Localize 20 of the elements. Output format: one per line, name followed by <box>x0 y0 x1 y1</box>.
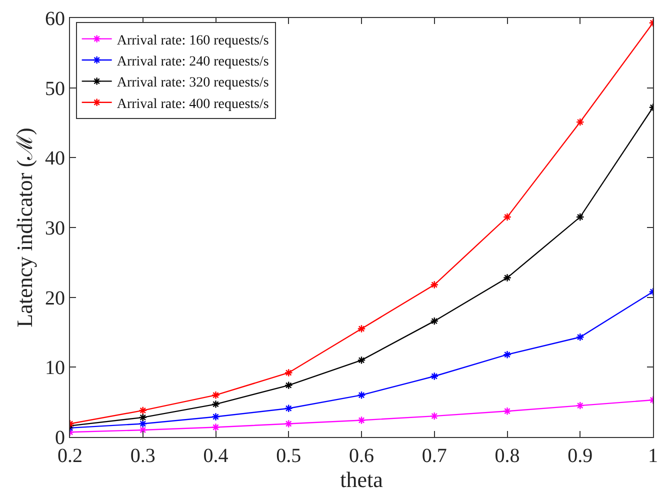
y-tick-label: 20 <box>45 287 65 310</box>
x-tick-label: 0.5 <box>276 445 302 467</box>
x-tick-label: 0.6 <box>349 445 374 467</box>
x-axis-title: theta <box>340 467 384 492</box>
x-tick-label: 0.3 <box>130 445 156 467</box>
y-axis-title: Latency indicator (ℳ) <box>12 128 37 328</box>
x-tick-label: 0.8 <box>494 445 520 467</box>
legend-label: Arrival rate: 240 requests/s <box>116 54 269 70</box>
x-tick-label: 0.7 <box>422 445 447 467</box>
y-tick-label: 50 <box>45 78 65 100</box>
legend-label: Arrival rate: 400 requests/s <box>116 96 269 112</box>
y-tick-label: 40 <box>45 148 65 170</box>
y-tick-label: 30 <box>45 218 65 240</box>
y-tick-label: 60 <box>45 8 65 30</box>
y-tick-label: 10 <box>45 357 65 380</box>
x-tick-label: 0.4 <box>203 445 228 467</box>
legend-label: Arrival rate: 160 requests/s <box>116 33 269 48</box>
x-tick-label: 0.9 <box>568 445 593 467</box>
x-tick-label: 1 <box>648 445 658 467</box>
legend-label: Arrival rate: 320 requests/s <box>116 76 269 91</box>
